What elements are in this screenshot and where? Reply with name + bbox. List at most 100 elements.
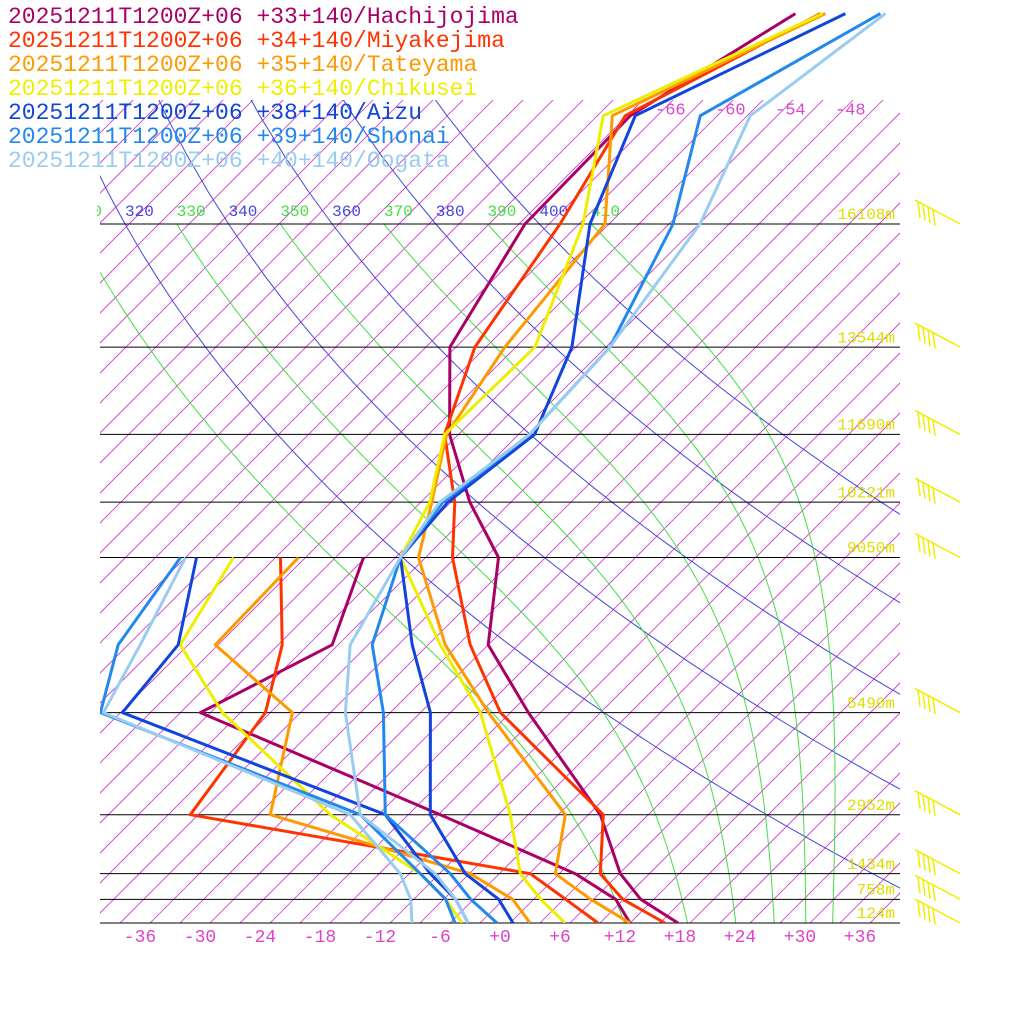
height-label: 124m: [857, 905, 895, 923]
height-label: 758m: [857, 882, 895, 900]
x-tick-label: -12: [364, 928, 396, 948]
pressure-label: 250: [39, 479, 86, 509]
barb-feather: [922, 204, 926, 221]
barb-feather: [927, 540, 931, 557]
temperature-line: [448, 12, 797, 923]
legend-entry: 20251211T1200Z+06 +34+140/Miyakejima: [8, 28, 505, 54]
moist-adiabat-label: 350: [280, 203, 309, 221]
isotherm: [100, 100, 194, 194]
barb-feather: [932, 332, 936, 349]
temperature-line: [417, 12, 827, 923]
isotherm: [479, 502, 900, 923]
wind-barb: [914, 687, 961, 715]
isotherm-label: -54: [775, 101, 806, 120]
wind-barb: [914, 790, 961, 817]
barb-feather: [932, 859, 936, 876]
height-label: 10221m: [837, 484, 895, 502]
moist-adiabat-label: 370: [384, 203, 413, 221]
isotherm: [899, 922, 900, 923]
dry-adiabat: [434, 100, 900, 515]
isotherm: [449, 472, 900, 923]
dewpoint-line: [188, 557, 599, 923]
temperature-line: [343, 12, 887, 923]
isotherm-label: -60: [715, 101, 746, 120]
isotherm: [100, 100, 254, 254]
height-label: 16108m: [837, 206, 895, 224]
barb-staff: [914, 322, 961, 348]
barb-staff: [914, 849, 961, 875]
moist-adiabat: [383, 223, 775, 923]
legend-entry: 20251211T1200Z+06 +35+140/Tateyama: [8, 52, 477, 78]
dry-adiabat: [342, 100, 900, 604]
barb-staff: [914, 532, 961, 559]
wind-barb: [914, 898, 961, 925]
x-tick-label: +30: [784, 928, 816, 948]
barb-feather: [922, 537, 926, 555]
dewpoint-line: [101, 556, 414, 923]
isotherm: [629, 652, 900, 923]
isotherm: [100, 100, 284, 284]
height-label: 11690m: [837, 417, 895, 435]
isotherm: [599, 622, 900, 923]
wind-barb: [914, 477, 961, 504]
x-tick-label: -30: [184, 928, 216, 948]
dry-adiabat-label: 340: [229, 203, 258, 221]
barb-feather: [922, 795, 926, 812]
wind-barb: [914, 409, 961, 437]
wind-barb: [914, 199, 961, 226]
isotherm: [719, 742, 900, 923]
moist-adiabat-label: 390: [488, 203, 517, 221]
barb-staff: [914, 898, 961, 924]
wind-barb: [914, 874, 961, 901]
barb-feather: [927, 485, 931, 502]
barb-staff: [914, 790, 961, 816]
x-tick-label: +0: [489, 928, 511, 948]
x-tick-label: -18: [304, 928, 336, 948]
dewpoint-line: [178, 556, 464, 923]
barb-feather: [917, 201, 921, 219]
barb-feather: [917, 480, 921, 497]
barb-feather: [927, 695, 931, 712]
isotherm: [689, 712, 900, 923]
isotherm: [100, 100, 224, 224]
legend-entry: 20251211T1200Z+06 +36+140/Chikusei: [8, 76, 477, 102]
barb-feather: [932, 800, 936, 817]
barb-feather: [917, 535, 921, 552]
wind-barbs: [914, 199, 961, 925]
pressure-label: 100: [39, 201, 86, 231]
barb-feather: [917, 877, 921, 894]
pressure-label: 1000: [24, 900, 86, 930]
barb-feather: [932, 908, 936, 925]
wind-barb: [914, 532, 961, 560]
barb-feather: [927, 882, 931, 899]
pressure-label: 700: [39, 792, 86, 822]
barb-feather: [922, 903, 926, 920]
barb-feather: [917, 792, 921, 809]
barb-feather: [917, 900, 921, 918]
dewpoint-line: [213, 556, 532, 923]
profiles: [100, 12, 887, 923]
isotherm: [100, 100, 404, 404]
barb-staff: [914, 409, 961, 436]
isotherm: [100, 100, 344, 344]
legend-entry: 20251211T1200Z+06 +33+140/Hachijojima: [8, 4, 519, 30]
barb-feather: [927, 905, 931, 923]
barb-feather: [932, 419, 936, 437]
barb-feather: [922, 879, 926, 896]
pressure-label: 500: [39, 689, 86, 719]
barb-feather: [932, 487, 936, 504]
barb-feather: [922, 414, 926, 432]
height-label: 5490m: [847, 695, 895, 713]
dry-adiabat-label: 320: [125, 203, 154, 221]
x-tick-label: +36: [844, 928, 876, 948]
barb-staff: [914, 199, 961, 225]
barb-feather: [922, 482, 926, 499]
barb-feather: [927, 329, 931, 347]
barb-feather: [927, 206, 931, 224]
dewpoint-line: [100, 556, 457, 923]
isotherm: [809, 832, 900, 923]
pressure-label: 300: [39, 534, 86, 564]
barb-feather: [927, 417, 931, 434]
